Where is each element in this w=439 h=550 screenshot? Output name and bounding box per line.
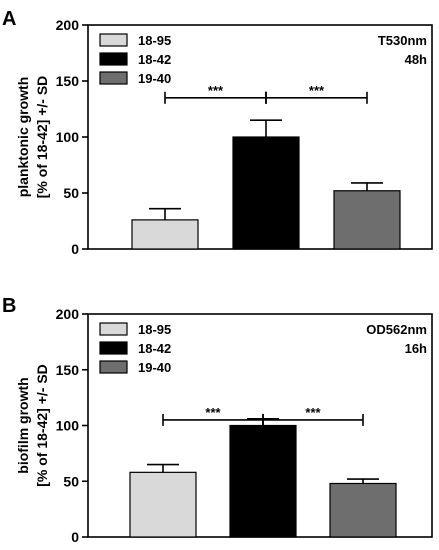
y-tick-label: 0 <box>71 529 79 545</box>
significance-label: *** <box>305 405 321 420</box>
bar-18-42 <box>229 424 297 538</box>
bar-18-95 <box>129 471 197 538</box>
y-tick-label: 50 <box>63 473 79 489</box>
y-tick-label: 100 <box>56 418 80 434</box>
significance-label: *** <box>205 405 221 420</box>
bar-18-95 <box>131 219 199 250</box>
annotation-wavelength: OD562nm <box>366 322 427 337</box>
annotation-time: 16h <box>405 341 427 356</box>
y-tick-label: 200 <box>56 306 80 322</box>
annotation-time: 48h <box>405 52 427 67</box>
bar-19-40 <box>329 482 397 538</box>
legend-label-18-42: 18-42 <box>138 52 171 67</box>
significance-label: *** <box>208 83 224 98</box>
y-tick-label: 150 <box>56 73 80 89</box>
y-tick-label: 200 <box>56 17 80 33</box>
legend-label-19-40: 19-40 <box>138 71 171 86</box>
legend-label-19-40: 19-40 <box>138 360 171 375</box>
legend-swatch-18-42 <box>99 341 128 355</box>
y-axis-label-line2: [% of 18-42] +/- SD <box>34 76 50 199</box>
legend-swatch-18-42 <box>99 52 128 66</box>
panel-letter-b: B <box>2 295 16 317</box>
y-tick-label: 100 <box>56 129 80 145</box>
y-axis-label-line2: [% of 18-42] +/- SD <box>34 364 50 487</box>
y-tick-label: 0 <box>71 241 79 257</box>
legend-swatch-19-40 <box>99 71 128 85</box>
annotation-wavelength: T530nm <box>378 33 427 48</box>
legend-swatch-19-40 <box>99 360 128 374</box>
legend-label-18-95: 18-95 <box>138 322 171 337</box>
significance-label: *** <box>309 83 325 98</box>
y-tick-label: 150 <box>56 362 80 378</box>
bar-19-40 <box>333 190 401 250</box>
y-tick-label: 50 <box>63 185 79 201</box>
legend-swatch-18-95 <box>99 322 128 336</box>
legend-swatch-18-95 <box>99 33 128 47</box>
panel-letter-a: A <box>2 8 16 30</box>
y-axis-label-line1: biofilm growth <box>15 377 31 473</box>
y-axis-label-line1: planktonic growth <box>15 77 31 198</box>
legend-label-18-95: 18-95 <box>138 33 171 48</box>
bar-18-42 <box>232 136 300 250</box>
legend-label-18-42: 18-42 <box>138 341 171 356</box>
